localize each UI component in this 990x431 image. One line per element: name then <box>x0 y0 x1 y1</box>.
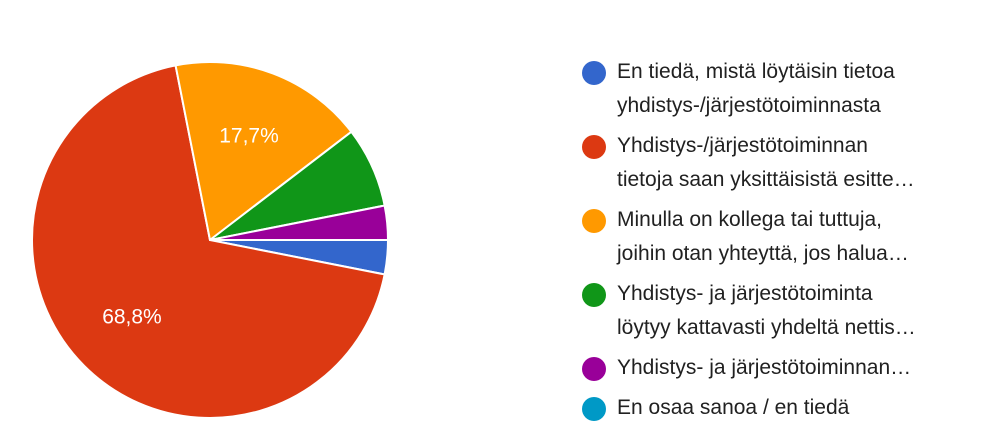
legend-item-1[interactable]: En tiedä, mistä löytäisin tietoa yhdistys… <box>582 55 982 123</box>
pie-slice-3-value-label: 17,7% <box>219 124 279 147</box>
chart-legend: En tiedä, mistä löytäisin tietoa yhdistys… <box>582 55 982 431</box>
legend-swatch-icon <box>582 209 606 233</box>
legend-swatch-icon <box>582 397 606 421</box>
legend-item-label: yhdistys-/järjestötoiminnasta <box>617 94 881 117</box>
legend-item-label: En osaa sanoa / en tiedä <box>617 396 850 419</box>
pie-slice-labels: 68,8% 17,7% <box>102 124 279 328</box>
legend-swatch-icon <box>582 283 606 307</box>
pie-slice-2-value-label: 68,8% <box>102 306 162 329</box>
legend-item-label: Yhdistys-/järjestötoiminnan <box>617 134 868 157</box>
legend-item-3[interactable]: Minulla on kollega tai tuttuja, joihin ot… <box>582 203 982 271</box>
legend-item-label: löytyy kattavasti yhdeltä nettis… <box>617 316 916 339</box>
pie-slice-3[interactable] <box>174 61 353 241</box>
legend-swatch-icon <box>582 135 606 159</box>
legend-item-label: tietoja saan yksittäisistä esitte… <box>617 168 915 191</box>
legend-swatch-icon <box>582 61 606 85</box>
legend-item-label: En tiedä, mistä löytäisin tietoa <box>617 60 895 83</box>
legend-swatch-icon <box>582 357 606 381</box>
legend-item-4[interactable]: Yhdistys- ja järjestötoiminta löytyy katt… <box>582 277 982 345</box>
legend-item-label: Yhdistys- ja järjestötoiminta <box>617 282 873 305</box>
legend-item-2[interactable]: Yhdistys-/järjestötoiminnan tietoja saan … <box>582 129 982 197</box>
pie-slice-2[interactable] <box>31 64 386 419</box>
legend-item-label: joihin otan yhteyttä, jos halua… <box>617 242 909 265</box>
legend-item-5[interactable]: Yhdistys- ja järjestötoiminnan… <box>582 351 982 385</box>
legend-item-6[interactable]: En osaa sanoa / en tiedä <box>582 391 982 425</box>
pie-slices <box>31 61 389 419</box>
pie-slice-5[interactable] <box>209 204 389 241</box>
legend-item-label: Minulla on kollega tai tuttuja, <box>617 208 882 231</box>
legend-item-label: Yhdistys- ja järjestötoiminnan… <box>617 356 912 379</box>
